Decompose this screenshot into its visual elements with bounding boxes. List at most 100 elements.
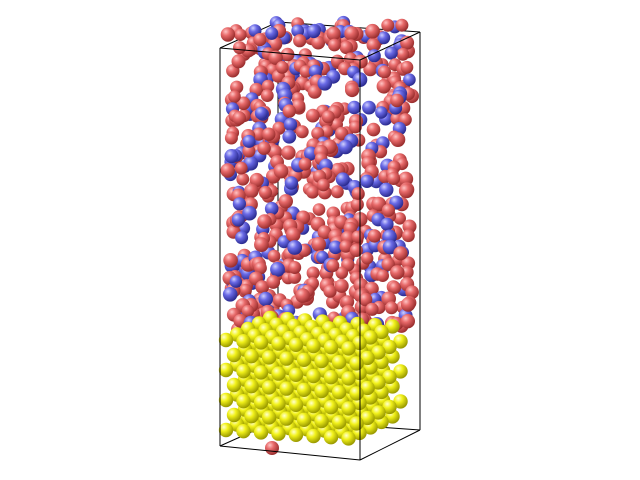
yellow-atom: [314, 383, 329, 399]
red-atom: [295, 288, 311, 303]
blue-atom: [284, 176, 299, 190]
red-atom: [254, 261, 267, 275]
blue-atom: [308, 64, 322, 78]
red-atom: [257, 214, 272, 229]
yellow-atom: [323, 370, 339, 385]
yellow-atom: [279, 381, 294, 396]
yellow-atom: [363, 330, 378, 345]
red-atom: [387, 172, 401, 185]
red-atom: [255, 280, 269, 294]
red-atom: [265, 441, 279, 455]
red-atom: [306, 185, 319, 199]
blue-atom: [229, 275, 242, 288]
red-atom: [366, 38, 381, 52]
yellow-atom: [261, 410, 277, 425]
red-atom: [402, 229, 415, 243]
red-atom: [393, 246, 408, 261]
blue-atom: [347, 100, 362, 115]
red-atom: [234, 161, 248, 175]
yellow-atom: [323, 430, 339, 445]
red-atom: [393, 212, 406, 225]
yellow-atom: [226, 407, 242, 423]
red-atom: [381, 257, 395, 271]
red-atom: [249, 172, 264, 188]
red-atom: [236, 172, 250, 186]
red-atom: [323, 284, 337, 298]
blue-atom: [258, 291, 274, 307]
yellow-atom: [218, 422, 234, 438]
yellow-atom: [360, 380, 375, 396]
red-atom: [234, 28, 247, 41]
blue-atom: [287, 240, 303, 255]
red-atom: [267, 249, 281, 263]
yellow-atom: [296, 352, 312, 367]
red-atom: [349, 243, 363, 257]
red-atom: [224, 131, 238, 145]
blue-atom: [403, 73, 416, 86]
red-atom: [339, 240, 353, 253]
red-atom: [317, 225, 332, 240]
yellow-atom: [393, 334, 408, 349]
yellow-atom: [218, 392, 234, 408]
blue-atom: [242, 205, 257, 221]
yellow-atom: [253, 365, 269, 380]
yellow-atom: [288, 337, 304, 352]
red-atom: [239, 283, 252, 297]
red-atom: [232, 111, 246, 125]
red-atom: [275, 60, 289, 74]
yellow-atom: [331, 415, 347, 430]
blue-atom: [306, 24, 321, 39]
red-atom: [260, 89, 274, 102]
red-atom: [220, 163, 235, 178]
red-atom: [273, 163, 289, 179]
yellow-atom: [314, 353, 329, 369]
red-atom: [400, 297, 416, 312]
yellow-atom: [331, 355, 347, 370]
red-atom: [258, 185, 273, 200]
yellow-atom: [261, 380, 277, 395]
red-atom: [306, 266, 320, 280]
yellow-atom: [382, 399, 397, 415]
red-atom: [385, 301, 398, 315]
red-atom: [376, 269, 390, 283]
red-atom: [381, 203, 395, 217]
atoms-layer: [218, 15, 419, 455]
red-atom: [252, 127, 266, 141]
yellow-atom: [236, 394, 251, 409]
red-atom: [376, 79, 391, 94]
red-atom: [400, 314, 415, 329]
yellow-atom: [253, 425, 269, 440]
blue-atom: [222, 287, 238, 302]
yellow-atom: [374, 324, 389, 340]
blue-atom: [231, 213, 245, 227]
red-atom: [293, 34, 307, 48]
yellow-atom: [288, 367, 304, 382]
blue-atom: [380, 217, 394, 231]
red-atom: [242, 144, 256, 158]
red-atom: [236, 96, 251, 111]
yellow-atom: [296, 412, 312, 427]
red-atom: [241, 304, 255, 318]
red-atom: [390, 265, 405, 280]
blue-atom: [367, 49, 381, 63]
red-atom: [311, 237, 327, 252]
yellow-atom: [341, 341, 356, 356]
yellow-atom: [371, 375, 386, 390]
red-atom: [288, 261, 302, 274]
yellow-atom: [226, 347, 242, 363]
red-atom: [220, 27, 236, 42]
blue-atom: [375, 106, 388, 119]
red-atom: [280, 47, 295, 62]
red-atom: [344, 26, 359, 41]
blue-atom: [382, 239, 398, 255]
blue-atom: [384, 46, 398, 60]
red-atom: [285, 227, 301, 242]
blue-atom: [270, 262, 285, 277]
blue-atom: [282, 129, 297, 144]
yellow-atom: [236, 334, 251, 349]
red-atom: [281, 145, 296, 160]
yellow-atom: [236, 364, 251, 379]
yellow-atom: [279, 411, 294, 426]
yellow-atom: [218, 362, 234, 378]
red-atom: [223, 252, 238, 268]
